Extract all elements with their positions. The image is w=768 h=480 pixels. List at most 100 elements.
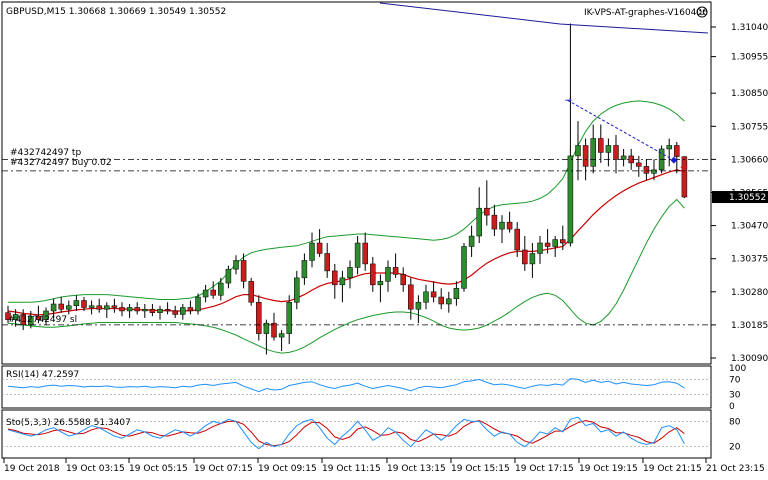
candle-bear: [20, 314, 26, 326]
candle-bear: [598, 138, 604, 153]
current-price-label: 1.30552: [729, 193, 766, 203]
time-tick-label: 19 Oct 11:15: [322, 464, 381, 474]
candle-bull: [278, 333, 285, 338]
stochastic-main-line: [7, 416, 685, 450]
trend-line: [379, 2, 709, 34]
candle-bull: [651, 169, 657, 174]
candle-bull: [225, 268, 232, 284]
candle-bull: [499, 221, 505, 230]
symbol-info: GBPUSD,M15 1.30668 1.30669 1.30549 1.305…: [6, 7, 226, 17]
candle-bear: [5, 312, 11, 320]
time-tick-label: 21 Oct 23:15: [706, 464, 765, 474]
candle-bear: [256, 302, 262, 334]
time-tick-label: 19 Oct 21:15: [643, 464, 702, 474]
candle-bear: [210, 289, 216, 296]
candle-bull: [309, 242, 315, 261]
price-tick-label: 1.30850: [731, 89, 768, 99]
candle-bear: [514, 228, 520, 251]
candle-bull: [590, 138, 596, 167]
stochastic-lines: [2, 416, 711, 450]
candle-bear: [111, 305, 118, 308]
candlesticks: [5, 23, 688, 355]
time-tick-label: 19 Oct 09:15: [258, 464, 317, 474]
candle-bull: [354, 242, 361, 268]
candle-bull: [12, 314, 19, 320]
candle-bear: [560, 239, 566, 244]
current-price-tag: [712, 191, 768, 204]
candle-bear: [484, 207, 490, 216]
candle-bear: [35, 315, 42, 320]
candle-bull: [453, 288, 460, 300]
candle-bull: [157, 308, 163, 313]
candle-bull: [377, 281, 384, 286]
candle-bull: [180, 307, 186, 315]
candle-bear: [240, 260, 247, 282]
buy-arrow-icon: →: [564, 96, 572, 106]
candle-bull: [233, 260, 239, 270]
time-tick-label: 19 Oct 13:15: [387, 464, 446, 474]
order-lines: [2, 158, 711, 326]
candle-bear: [332, 270, 338, 286]
candle-bear: [522, 249, 528, 265]
candle-bear: [58, 303, 64, 310]
price-pane[interactable]: → ◆◆: [1, 1, 712, 365]
trade-arrows: → ◆◆: [564, 96, 687, 172]
candle-bull: [126, 307, 133, 312]
rsi-axis-label: 70: [729, 375, 741, 385]
stochastic-pane-frame: [1, 409, 712, 459]
stochastic-axis: 80 20: [729, 417, 741, 452]
candle-bear: [674, 145, 680, 157]
price-axis: 1.31040 1.30955 1.30850 1.30755 1.30660 1.305…: [711, 23, 768, 364]
candle-bull: [202, 289, 209, 298]
order-buy-label: #432742497 buy 0.02: [10, 158, 112, 168]
candle-bull: [468, 235, 475, 247]
candle-bull: [552, 239, 558, 247]
candle-bear: [491, 214, 498, 230]
candle-bear: [149, 308, 156, 313]
time-tick-label: 19 Oct 19:15: [579, 464, 638, 474]
price-tick-label: 1.30375: [731, 255, 768, 265]
price-tick-label: 1.30755: [731, 122, 768, 132]
candle-bear: [643, 166, 650, 174]
candle-bull: [339, 277, 346, 286]
stochastic-axis-label: 20: [729, 443, 741, 453]
stochastic-pane[interactable]: Sto(5,3,3) 26.5588 51.3407 80 20: [1, 409, 741, 459]
candle-bull: [66, 305, 72, 310]
price-tick-label: 1.30660: [731, 155, 768, 165]
rsi-axis-label: 30: [729, 391, 741, 401]
candle-bull: [43, 310, 49, 320]
candle-bull: [476, 207, 482, 237]
candle-bear: [187, 307, 194, 312]
entry-arrow-icon: ◆: [670, 155, 677, 165]
candle-bull: [620, 155, 627, 160]
candle-bull: [195, 296, 201, 312]
candle-bear: [324, 253, 330, 272]
candle-bear: [362, 242, 368, 265]
stochastic-label: Sto(5,3,3) 26.5588 51.3407: [6, 418, 131, 428]
time-tick-label: 19 Oct 2018: [4, 464, 60, 474]
candle-bear: [370, 263, 376, 286]
smiley-icon: [696, 6, 708, 18]
price-tick-label: 1.30185: [731, 321, 768, 331]
candle-bull: [446, 298, 452, 305]
bollinger-lower-line: [7, 198, 685, 354]
candle-bear: [164, 308, 171, 312]
candle-bull: [567, 155, 574, 244]
candle-bull: [142, 308, 148, 312]
candle-bull: [286, 302, 292, 334]
order-tp-label: #432742497 tp: [10, 148, 81, 158]
candle-bull: [537, 242, 543, 254]
candle-bull: [218, 282, 224, 296]
time-tick-label: 19 Oct 07:15: [194, 464, 253, 474]
price-tick-label: 1.31040: [731, 23, 768, 33]
candle-bear: [316, 242, 323, 254]
rsi-pane-frame: [1, 365, 712, 409]
candle-bear: [392, 267, 399, 275]
candle-bear: [408, 284, 414, 310]
time-tick-label: 19 Oct 03:15: [66, 464, 125, 474]
candle-bull: [575, 145, 581, 157]
